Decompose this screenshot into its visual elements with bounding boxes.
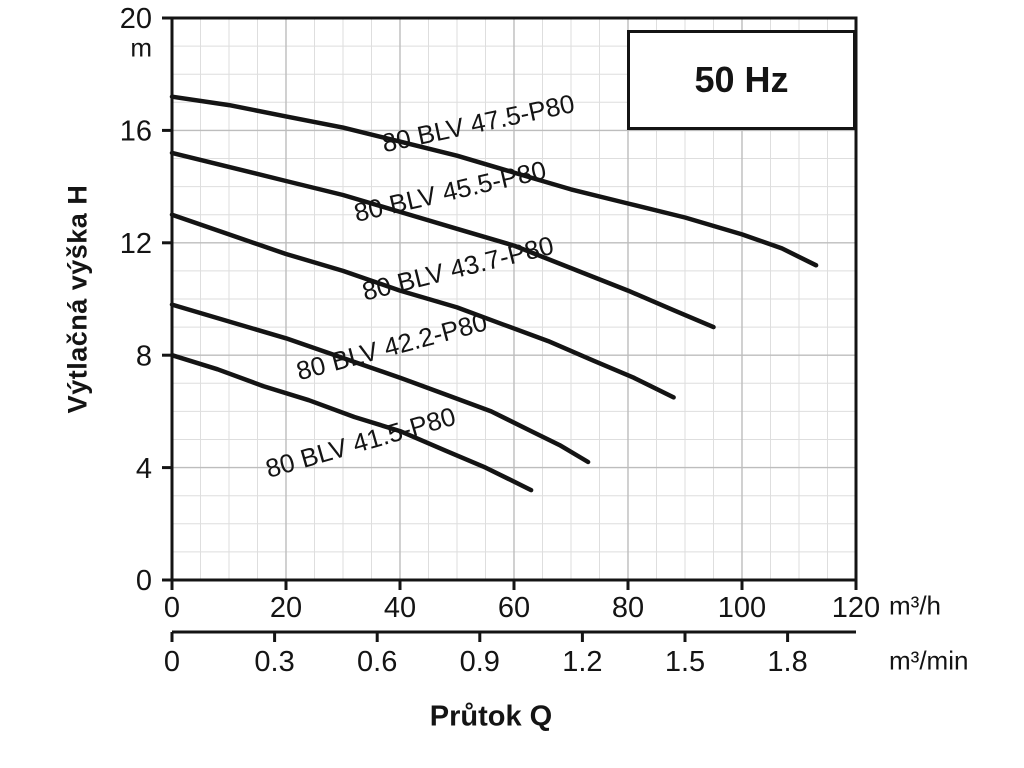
x-axis-secondary-unit-label: m³/min [889, 645, 969, 676]
x-axis-title: Průtok Q [429, 700, 553, 733]
x-axis-primary-unit-label: m³/h [889, 590, 941, 621]
y-tick-label: 16 [120, 116, 152, 148]
pump-curve [169, 352, 534, 493]
x-primary-tick-label: 0 [164, 592, 180, 624]
x-secondary-tick-label: 0.3 [254, 646, 294, 678]
x-secondary-tick-label: 0.9 [460, 646, 500, 678]
pump-curve [169, 150, 716, 330]
y-axis-unit-label: m [130, 32, 152, 63]
x-primary-tick-label: 100 [718, 592, 766, 624]
x-secondary-tick-label: 0.6 [357, 646, 397, 678]
curve-label: 80 BLV 43.7-P80 [359, 230, 557, 307]
y-tick-label: 8 [136, 340, 152, 372]
y-tick-label: 12 [120, 228, 152, 260]
frequency-legend-label: 50 Hz [694, 59, 789, 100]
x-primary-tick-label: 80 [612, 592, 644, 624]
frequency-legend-box: 50 Hz [627, 30, 856, 130]
y-axis-title: Výtlačná výška H [62, 184, 93, 414]
y-tick-label: 20 [120, 3, 152, 35]
pump-curve [169, 94, 819, 268]
x-secondary-tick-label: 1.5 [665, 646, 705, 678]
x-secondary-tick-label: 1.2 [562, 646, 602, 678]
curve-label: 80 BLV 45.5-P80 [351, 155, 549, 228]
pump-curve [169, 212, 676, 400]
y-tick-label: 0 [136, 565, 152, 597]
x-primary-tick-label: 60 [498, 592, 530, 624]
x-primary-tick-label: 120 [832, 592, 880, 624]
x-primary-tick-label: 40 [384, 592, 416, 624]
x-primary-tick-label: 20 [270, 592, 302, 624]
x-secondary-tick-label: 0 [164, 646, 180, 678]
curve-label: 80 BLV 47.5-P80 [379, 88, 577, 158]
y-tick-label: 4 [136, 453, 152, 485]
x-secondary-tick-label: 1.8 [767, 646, 807, 678]
pump-curve [169, 302, 591, 465]
